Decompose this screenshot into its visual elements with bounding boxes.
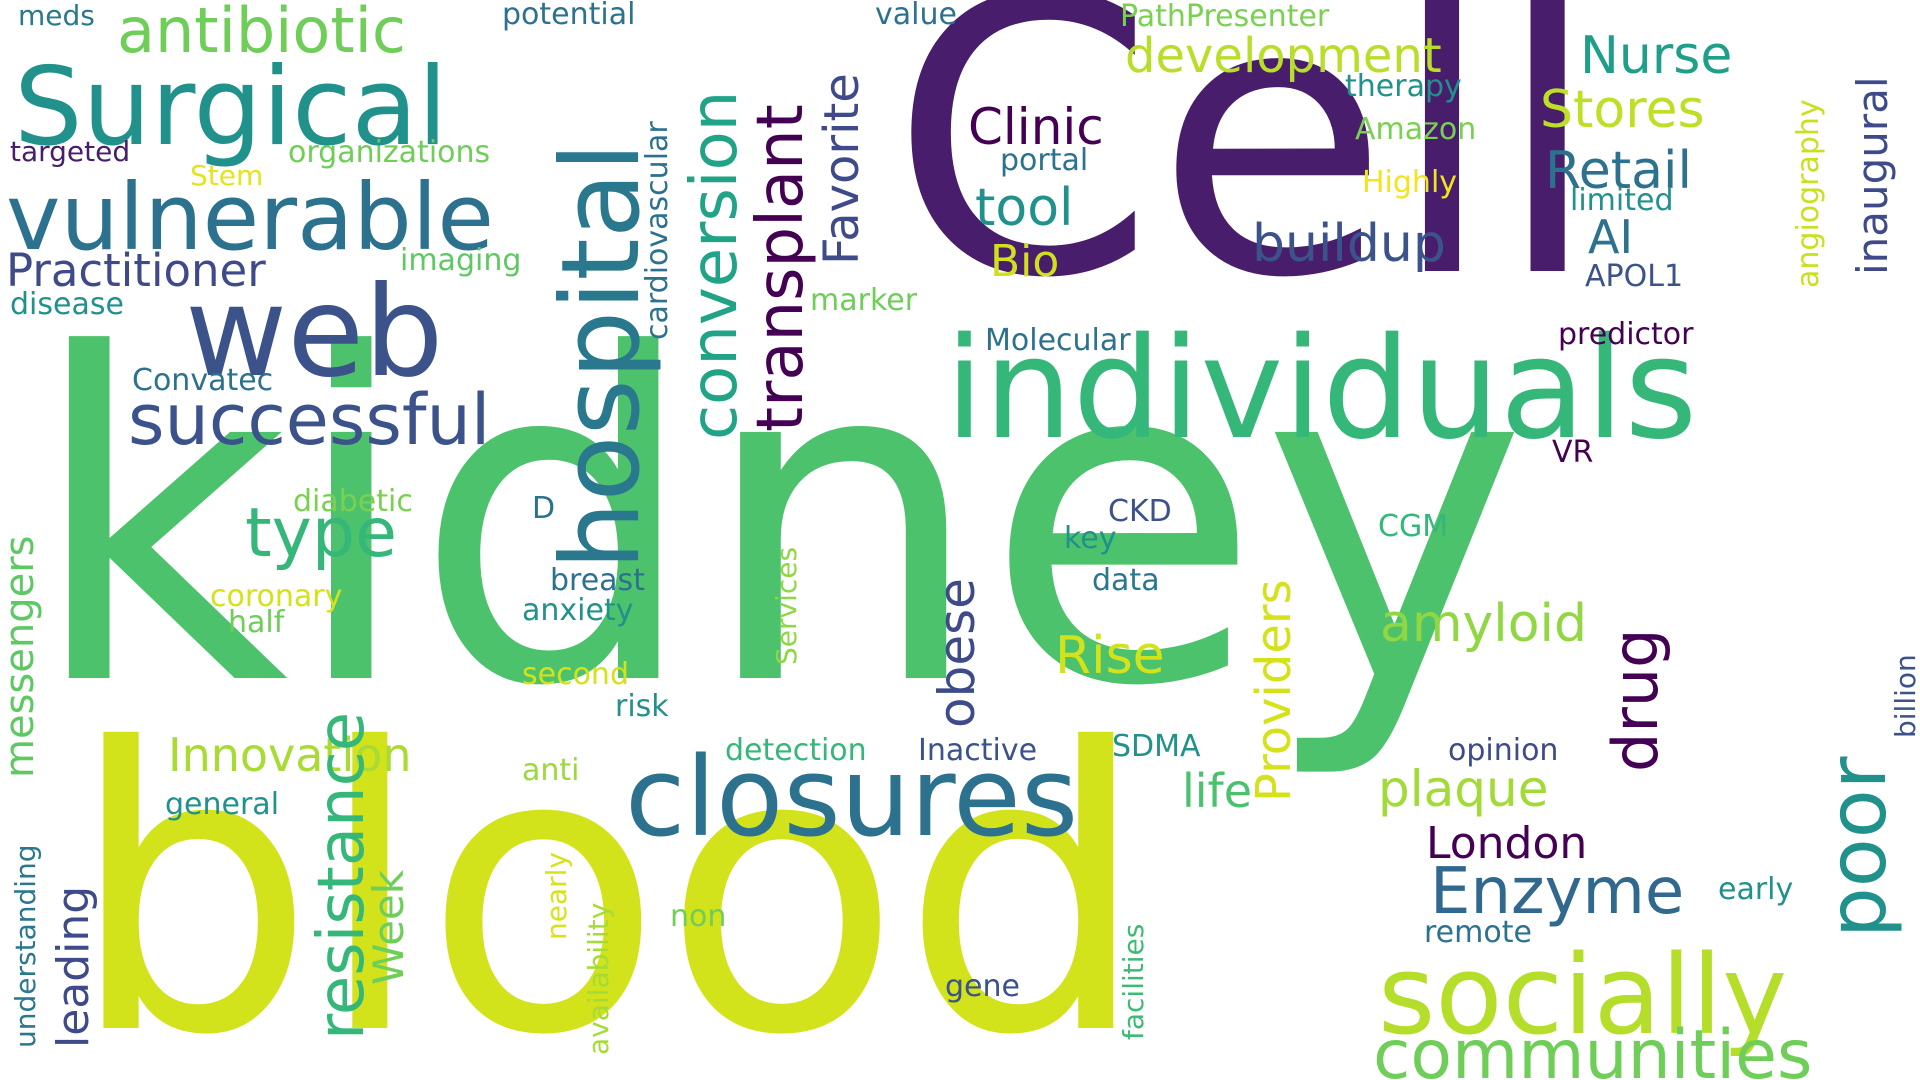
word-risk: risk — [615, 689, 669, 724]
word-development: development — [1125, 28, 1442, 84]
word-plaque: plaque — [1378, 760, 1549, 818]
word-stem: Stem — [190, 159, 264, 192]
word-predictor: predictor — [1558, 317, 1694, 352]
word-innovation: leading — [48, 885, 99, 1048]
word-imaging: imaging — [400, 243, 522, 278]
word-communities: communities — [1373, 1016, 1813, 1080]
word-providers: Providers — [1246, 579, 1302, 802]
word-individuals: individuals — [945, 308, 1698, 471]
word-clinic: Clinic — [968, 98, 1104, 156]
word-detection: detection — [725, 733, 867, 768]
word-surgical: Surgical — [14, 45, 448, 170]
word-opinion: opinion — [1448, 733, 1559, 768]
word-data: data — [1092, 563, 1160, 598]
word-cgm: CGM — [1378, 509, 1449, 544]
word-nurse: Nurse — [1580, 26, 1733, 86]
word-sdma: SDMA — [1112, 729, 1201, 764]
word-messengers: messengers — [0, 535, 43, 779]
word-london: London — [1426, 818, 1588, 869]
word-amazon: Amazon — [1355, 112, 1477, 147]
word-potential: potential — [502, 0, 636, 32]
word-meds: meds — [18, 0, 95, 32]
word-buildup: buildup — [1252, 214, 1446, 274]
word-vr: VR — [1552, 435, 1594, 470]
word-type: type — [245, 494, 397, 573]
word-bio: Bio — [990, 236, 1060, 287]
word-pathpresenter: PathPresenter — [1120, 0, 1330, 34]
word-organizations: organizations — [288, 135, 491, 170]
word-convatec: Convatec — [132, 363, 274, 398]
word-molecular: Molecular — [985, 323, 1131, 358]
word-value: value — [875, 0, 957, 32]
word-second: second — [522, 657, 629, 692]
word-general: general — [165, 787, 280, 822]
word-limited: limited — [1570, 183, 1674, 218]
word-antibiotic: antibiotic — [117, 0, 406, 67]
word-stores: Stores — [1540, 80, 1705, 140]
word-facilities: facilities — [1117, 923, 1150, 1040]
word-anti: anti — [522, 753, 580, 788]
word-marker: marker — [810, 283, 918, 318]
word-leading: Week — [364, 869, 413, 985]
word-week: Innovation — [168, 728, 412, 782]
word-tool: tool — [975, 178, 1074, 238]
word-gene: gene — [945, 969, 1020, 1004]
word-non: non — [670, 899, 727, 934]
word-vulnerable: vulnerable — [6, 164, 494, 271]
word-blood: blood — [68, 666, 1149, 1080]
word-cell: Cell — [890, 0, 1601, 361]
word-life: life — [1182, 764, 1253, 818]
word-coronary: coronary — [210, 579, 343, 614]
word-highly: Highly — [1362, 165, 1458, 200]
word-remote: remote — [1424, 915, 1532, 950]
word-inactive: Inactive — [918, 733, 1038, 768]
word-practitioner: Practitioner — [6, 244, 266, 297]
word-rise: Rise — [1055, 626, 1165, 686]
word-drug: drug — [1599, 628, 1672, 773]
word-breast: breast — [550, 563, 645, 598]
word-cardiovascular: cardiovascular — [640, 121, 675, 340]
word-portal: portal — [1000, 143, 1089, 178]
word-web: web — [185, 260, 444, 405]
word-nearly: nearly — [540, 852, 573, 940]
word-successful: successful — [128, 379, 491, 461]
word-understanding: understanding — [9, 844, 42, 1048]
word-early: early — [1718, 872, 1794, 907]
word-favorite: Favorite — [814, 73, 870, 265]
word-billion: billion — [1889, 654, 1920, 738]
word-apol1: APOL1 — [1585, 259, 1684, 294]
word-kidney: kidney — [28, 261, 1528, 785]
word-obese: obese — [928, 578, 986, 728]
word-half: half — [228, 605, 285, 640]
word-poor: poor — [1811, 756, 1904, 938]
word-diabetic: diabetic — [293, 484, 413, 519]
word-socially: socially — [1378, 931, 1788, 1059]
word-transplant: transplant — [744, 104, 818, 432]
word-therapy: therapy — [1345, 69, 1462, 104]
word-conversion: conversion — [678, 90, 752, 440]
word-d: D — [532, 491, 556, 526]
word-services: Services — [770, 546, 803, 665]
word-targeted: targeted — [10, 135, 131, 168]
word-inaugural: inaugural — [1848, 76, 1897, 275]
word-disease: disease — [10, 287, 124, 322]
word-anxiety: anxiety — [522, 593, 634, 628]
word-retail: Retail — [1545, 141, 1692, 201]
word-amyloid: amyloid — [1380, 594, 1588, 654]
word-angiography: angiography — [1791, 99, 1826, 288]
word-ai: AI — [1588, 210, 1634, 264]
word-key: key — [1064, 521, 1117, 556]
word-closures: closures — [625, 733, 1079, 861]
word-enzyme: Enzyme — [1430, 855, 1685, 929]
word-ckd: CKD — [1108, 494, 1172, 529]
word-availability: availability — [582, 902, 615, 1055]
